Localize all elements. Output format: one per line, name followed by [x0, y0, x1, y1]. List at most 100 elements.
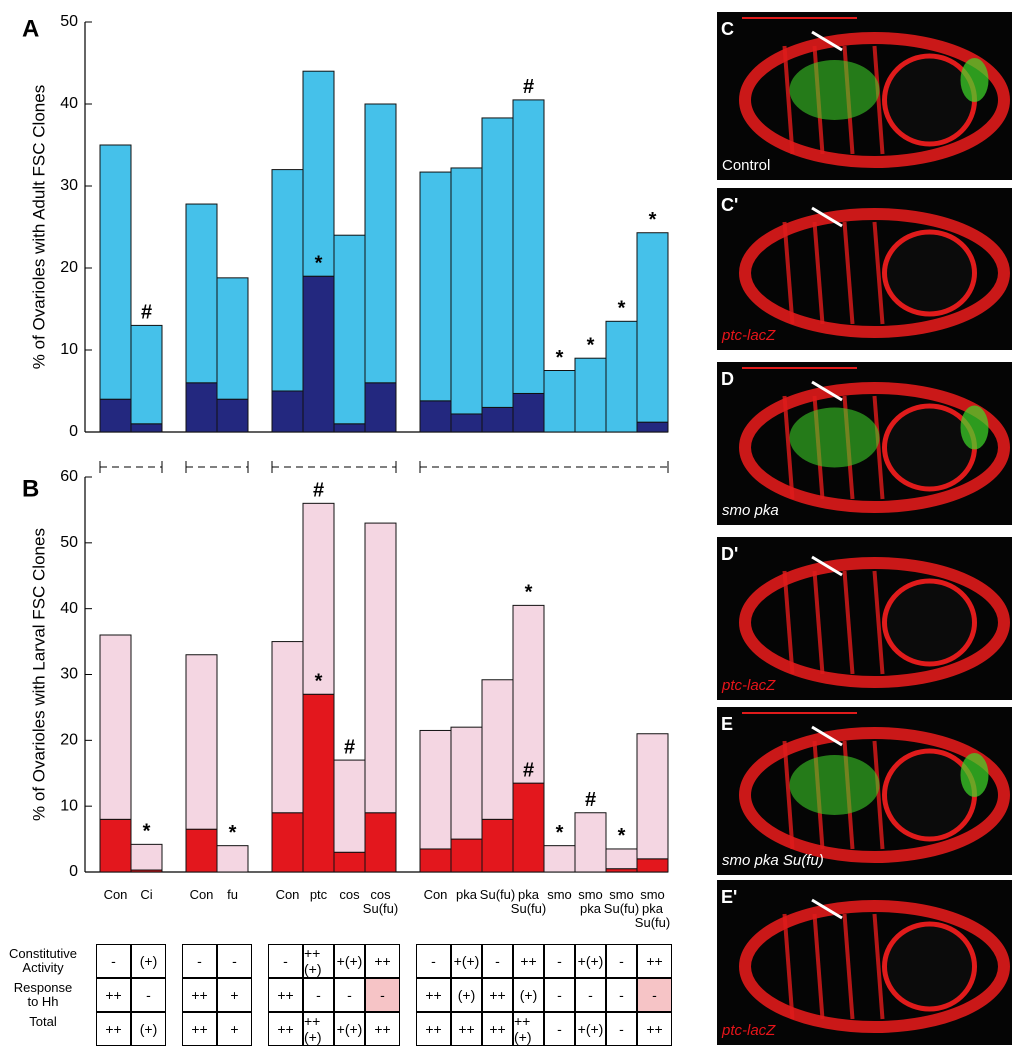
table-cell: - [217, 944, 252, 978]
bar-segment [185, 828, 218, 873]
bar-segment [512, 99, 545, 394]
panel-letter: C' [721, 195, 738, 215]
bar-segment [419, 848, 452, 873]
table-cell: (+) [513, 978, 544, 1012]
y-tick-label: 0 [69, 423, 78, 440]
table-cell: ++ [637, 944, 672, 978]
bar-segment [333, 234, 366, 425]
table-cell: ++ [268, 1012, 303, 1046]
table-cell: - [131, 978, 166, 1012]
panel-letter: B [22, 475, 39, 502]
micrograph: E' ptc-lacZ [717, 880, 1012, 1045]
bar-segment [636, 858, 669, 873]
bar-segment [419, 171, 452, 402]
bar-segment [185, 654, 218, 830]
bar-segment [364, 103, 397, 384]
significance-mark: # [344, 736, 355, 758]
nurse-cell-boundary [812, 221, 825, 325]
table-cell: ++ [637, 1012, 672, 1046]
bar-segment [450, 726, 483, 840]
bar-segment [185, 203, 218, 384]
table-cell: - [575, 978, 606, 1012]
oocyte [882, 53, 977, 147]
significance-mark: * [618, 298, 626, 320]
bar-segment [574, 357, 607, 433]
bar-segment [512, 604, 545, 784]
nurse-cell-boundary [782, 45, 795, 155]
table-cell: ++ [416, 978, 451, 1012]
bar-segment [419, 400, 452, 433]
oocyte [882, 748, 977, 842]
panel-caption: smo pka Su(fu) [722, 852, 824, 869]
egg-chamber [739, 900, 1010, 1033]
arrow [811, 30, 843, 52]
clone [960, 58, 989, 102]
y-axis-title: % of Ovarioles with Larval FSC Clones [29, 528, 48, 821]
bar-segment [271, 641, 304, 814]
bar-segment [636, 421, 669, 433]
bar-segment [364, 382, 397, 433]
egg-chamber [739, 557, 1010, 688]
significance-mark: * [649, 209, 657, 231]
table-cell: +(+) [334, 944, 365, 978]
bar-segment [216, 398, 249, 433]
row-label: Total [29, 1014, 57, 1029]
table-cell: - [416, 944, 451, 978]
bar-segment [185, 382, 218, 433]
nurse-cell-boundary [782, 395, 795, 500]
micrograph: C' ptc-lacZ [717, 188, 1012, 350]
bar-segment [450, 413, 483, 433]
table-cell: ++ [96, 978, 131, 1012]
x-tick-label: Ci [140, 887, 153, 902]
nurse-cell-boundary [842, 221, 855, 325]
clone [960, 405, 989, 450]
y-tick-label: 20 [60, 259, 78, 276]
nurse-cell-boundary [842, 570, 855, 675]
significance-mark: # [523, 76, 534, 98]
oocyte [882, 578, 977, 667]
table-cell: - [182, 944, 217, 978]
arrow [811, 555, 843, 577]
bar-segment [543, 845, 576, 873]
significance-mark: # [313, 480, 324, 502]
table-cell: - [606, 944, 637, 978]
x-tick-label: Con [189, 887, 214, 902]
y-tick-label: 40 [60, 600, 78, 617]
significance-mark: # [585, 789, 596, 811]
table-cell: ++ [513, 944, 544, 978]
bar-segment [481, 679, 514, 820]
table-cell: +(+) [575, 944, 606, 978]
table-cell: ++ [182, 1012, 217, 1046]
y-tick-label: 30 [60, 177, 78, 194]
table-cell: - [268, 944, 303, 978]
significance-mark: * [229, 822, 237, 844]
nurse-cell-boundary [782, 221, 795, 325]
arrow [811, 725, 843, 747]
egg-chamber [739, 208, 1010, 338]
bar-segment [302, 70, 335, 277]
panel-caption: ptc-lacZ [721, 1022, 776, 1039]
nurse-cell-boundary [872, 913, 885, 1020]
panel-letter: A [22, 15, 39, 42]
x-tick-label: smo pka Su(fu) [634, 887, 671, 930]
micrograph: D' ptc-lacZ [717, 537, 1012, 700]
bar-segment [130, 324, 163, 425]
table-cell: (+) [131, 944, 166, 978]
table-cell: ++ [365, 944, 400, 978]
table-cell: ++ [268, 978, 303, 1012]
bar-segment [636, 733, 669, 860]
panel-letter: D [721, 369, 734, 389]
table-cell: - [303, 978, 334, 1012]
bar-segment [99, 634, 132, 820]
bar-segment [302, 693, 335, 873]
table-cell: + [217, 1012, 252, 1046]
table-cell: - [637, 978, 672, 1012]
x-tick-label: Con [423, 887, 448, 902]
table-cell: ++ [451, 1012, 482, 1046]
bar-segment [216, 845, 249, 873]
significance-mark: * [143, 821, 151, 843]
egg-chamber [739, 32, 1010, 168]
y-tick-label: 0 [69, 863, 78, 880]
clone [960, 753, 989, 797]
